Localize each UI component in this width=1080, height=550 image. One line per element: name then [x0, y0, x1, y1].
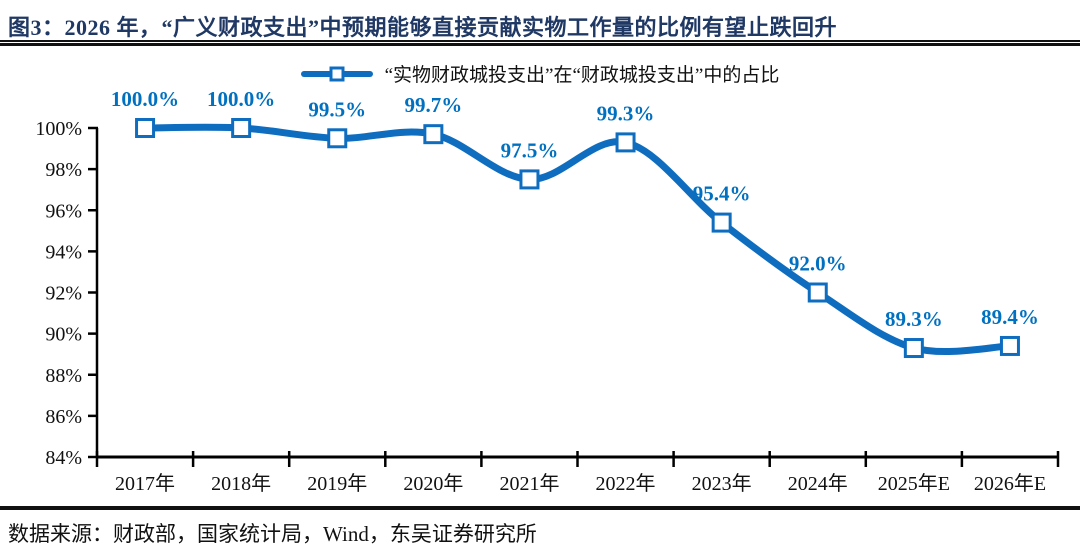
data-point-marker: [135, 118, 156, 138]
y-tick-label: 86%: [45, 406, 82, 428]
legend-line-marker-icon: [300, 66, 373, 81]
data-point-marker: [903, 338, 924, 359]
data-point-label: 95.4%: [693, 182, 751, 206]
data-point-marker: [231, 118, 252, 138]
x-tick-label: 2026年E: [974, 472, 1046, 495]
y-tick-label: 96%: [45, 200, 82, 222]
data-point-marker: [711, 212, 732, 233]
data-point-label: 99.5%: [308, 97, 366, 121]
x-tick-label: 2023年: [692, 472, 752, 495]
y-tick-label: 94%: [45, 241, 82, 263]
figure-title: 图3：2026 年，“广义财政支出”中预期能够直接贡献实物工作量的比例有望止跌回…: [8, 15, 838, 40]
y-tick-label: 88%: [45, 365, 82, 387]
data-point-marker: [327, 128, 348, 149]
x-tick-label: 2024年: [788, 472, 848, 495]
x-tick-label: 2017年: [115, 472, 175, 495]
data-point-label: 100.0%: [111, 87, 179, 111]
chart-legend: “实物财政城投支出”在“财政城投支出”中的占比: [0, 60, 1080, 87]
data-point-label: 99.7%: [404, 93, 462, 117]
data-point-marker: [423, 124, 444, 145]
data-point-label: 92.0%: [789, 252, 847, 276]
x-tick-label: 2019年: [307, 472, 367, 495]
y-tick-label: 84%: [45, 447, 82, 469]
y-tick-label: 100%: [35, 118, 82, 140]
data-point-label: 100.0%: [207, 87, 275, 111]
x-tick-label: 2020年: [403, 472, 463, 495]
data-point-marker: [615, 132, 636, 153]
data-source: 数据来源：财政部，国家统计局，Wind，东吴证券研究所: [8, 522, 537, 546]
data-point-marker: [999, 335, 1020, 356]
title-divider-thin: [0, 40, 1080, 42]
data-point-marker: [807, 282, 828, 303]
title-divider-thick: [0, 43, 1080, 46]
data-point-label: 89.4%: [981, 305, 1039, 329]
source-divider: [0, 506, 1080, 510]
data-point-marker: [519, 169, 540, 190]
legend-label: “实物财政城投支出”在“财政城投支出”中的占比: [384, 65, 780, 86]
y-tick-label: 98%: [45, 159, 82, 181]
data-point-label: 97.5%: [501, 138, 559, 162]
x-tick-label: 2021年: [499, 472, 559, 495]
x-tick-label: 2018年: [211, 472, 271, 495]
data-point-label: 99.3%: [597, 101, 655, 125]
series-line: [141, 123, 1014, 356]
y-tick-label: 92%: [45, 283, 82, 305]
x-tick-label: 2022年: [596, 472, 656, 495]
y-tick-label: 90%: [45, 324, 82, 346]
x-tick-label: 2025年E: [878, 472, 950, 495]
data-point-label: 89.3%: [885, 307, 943, 331]
